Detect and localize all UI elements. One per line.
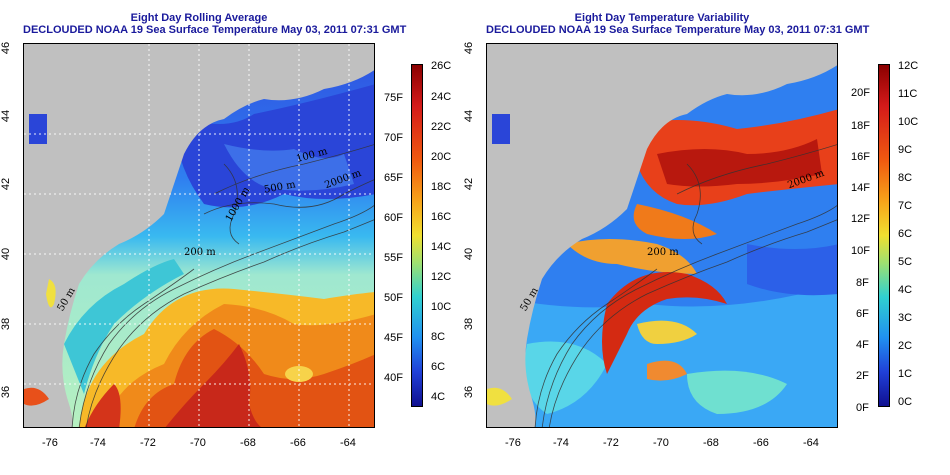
left-lat-42: 42 xyxy=(0,177,13,191)
right-lat-46: 46 xyxy=(463,41,476,55)
right-title-line2: DECLOUDED NOAA 19 Sea Surface Temperatur… xyxy=(486,24,870,36)
right-cb-c-4: 4C xyxy=(898,284,913,296)
right-lon-76: -76 xyxy=(505,437,521,449)
right-cb-f-20: 20F xyxy=(851,87,870,99)
right-cb-f-2: 2F xyxy=(856,370,869,382)
right-lat-44: 44 xyxy=(463,109,476,123)
left-cb-c-16: 16C xyxy=(431,211,452,223)
left-lat-40: 40 xyxy=(0,247,13,261)
left-lon-70: -70 xyxy=(190,437,206,449)
left-cb-f-75: 75F xyxy=(384,92,403,104)
right-cb-c-1: 1C xyxy=(898,368,913,380)
right-lat-38: 38 xyxy=(463,317,476,331)
left-title-line1: Eight Day Rolling Average xyxy=(130,12,268,24)
left-lat-46: 46 xyxy=(0,41,13,55)
right-land xyxy=(487,44,837,427)
right-cb-c-2: 2C xyxy=(898,340,913,352)
left-map: 100 m 200 m 50 m 1000 m 2000 m 500 m xyxy=(23,43,375,428)
right-lon-66: -66 xyxy=(753,437,769,449)
right-cb-f-10: 10F xyxy=(851,245,870,257)
right-cb-f-8: 8F xyxy=(856,277,869,289)
right-cb-f-16: 16F xyxy=(851,151,870,163)
left-cb-c-24: 24C xyxy=(431,91,452,103)
left-cb-c-18: 18C xyxy=(431,181,452,193)
left-colorbar xyxy=(411,64,423,407)
left-cb-c-4: 4C xyxy=(431,391,446,403)
right-cb-f-6: 6F xyxy=(856,308,869,320)
left-cb-f-45: 45F xyxy=(384,332,403,344)
right-ring xyxy=(602,272,727,374)
left-cb-f-55: 55F xyxy=(384,252,403,264)
right-title-line1: Eight Day Temperature Variability xyxy=(574,12,750,24)
right-cb-f-0: 0F xyxy=(856,402,869,414)
right-lon-64: -64 xyxy=(803,437,819,449)
right-lon-74: -74 xyxy=(553,437,569,449)
right-cb-f-18: 18F xyxy=(851,120,870,132)
right-contour-label-200m: 200 m xyxy=(647,247,679,258)
right-lat-40: 40 xyxy=(463,247,476,261)
left-cb-c-14: 14C xyxy=(431,241,452,253)
left-cb-c-6: 6C xyxy=(431,361,446,373)
left-cb-c-20: 20C xyxy=(431,151,452,163)
right-cb-f-12: 12F xyxy=(851,213,870,225)
left-cb-f-65: 65F xyxy=(384,172,403,184)
right-cb-c-7: 7C xyxy=(898,200,913,212)
right-cb-c-10: 10C xyxy=(898,116,919,128)
right-cb-c-11: 11C xyxy=(898,88,918,100)
left-lat-38: 38 xyxy=(0,317,13,331)
right-cb-f-14: 14F xyxy=(851,182,870,194)
left-cb-c-22: 22C xyxy=(431,121,452,133)
left-cb-f-50: 50F xyxy=(384,292,403,304)
right-colorbar xyxy=(878,64,890,407)
right-lat-36: 36 xyxy=(463,385,476,399)
left-lon-76: -76 xyxy=(42,437,58,449)
left-contour-label-200m: 200 m xyxy=(184,247,216,258)
right-cb-c-0: 0C xyxy=(898,396,913,408)
left-cb-f-70: 70F xyxy=(384,132,403,144)
left-cb-f-40: 40F xyxy=(384,372,403,384)
right-cb-c-5: 5C xyxy=(898,256,913,268)
left-cb-c-26: 26C xyxy=(431,60,452,72)
left-cb-c-12: 12C xyxy=(431,271,452,283)
right-cb-c-9: 9C xyxy=(898,144,913,156)
left-cb-c-8: 8C xyxy=(431,331,446,343)
left-lat-36: 36 xyxy=(0,385,13,399)
right-cb-c-12: 12C xyxy=(898,60,919,72)
left-lon-74: -74 xyxy=(90,437,106,449)
left-lon-64: -64 xyxy=(340,437,356,449)
right-lon-70: -70 xyxy=(653,437,669,449)
right-cb-c-3: 3C xyxy=(898,312,913,324)
right-map: 200 m 50 m 2000 m xyxy=(486,43,838,428)
right-lon-68: -68 xyxy=(703,437,719,449)
right-lon-72: -72 xyxy=(603,437,619,449)
right-cb-c-8: 8C xyxy=(898,172,913,184)
left-cb-c-10: 10C xyxy=(431,301,452,313)
left-lon-68: -68 xyxy=(240,437,256,449)
right-lat-42: 42 xyxy=(463,177,476,191)
left-land xyxy=(24,44,374,427)
left-lon-72: -72 xyxy=(140,437,156,449)
left-cb-f-60: 60F xyxy=(384,212,403,224)
left-title-line2: DECLOUDED NOAA 19 Sea Surface Temperatur… xyxy=(23,24,407,36)
right-cb-c-6: 6C xyxy=(898,228,913,240)
left-lon-66: -66 xyxy=(290,437,306,449)
right-cb-f-4: 4F xyxy=(856,339,869,351)
left-lat-44: 44 xyxy=(0,109,13,123)
